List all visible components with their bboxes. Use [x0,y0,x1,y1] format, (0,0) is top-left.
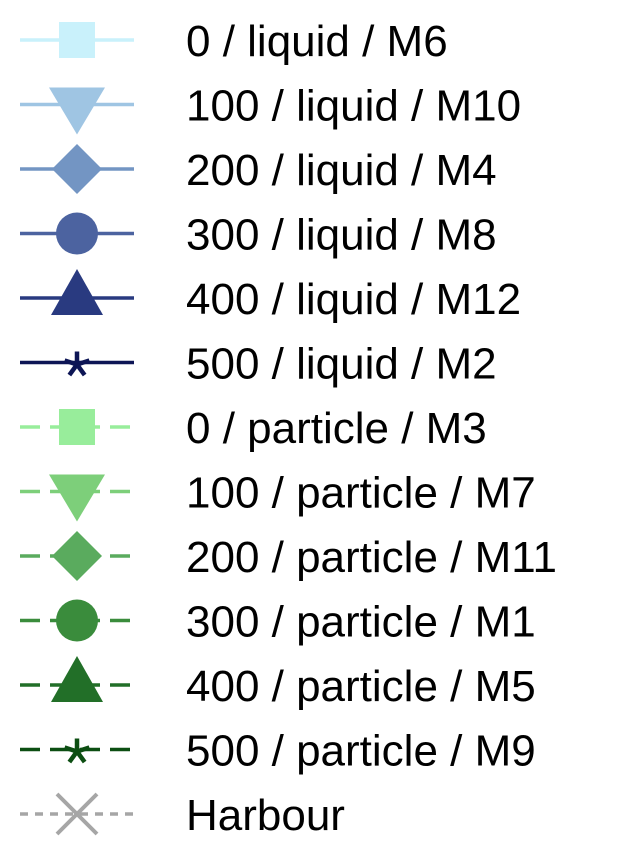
legend-label: 500 / particle / M9 [186,727,536,776]
legend-label: Harbour [186,791,345,840]
legend-label: 200 / particle / M11 [186,533,557,582]
legend-label: 500 / liquid / M2 [186,340,497,389]
legend-entry: 100 / liquid / M10 [20,82,521,135]
legend-marker-triangle-down [49,474,105,522]
legend-entry: 300 / particle / M1 [20,598,536,647]
legend-marker-circle [56,212,98,255]
legend-entry: 100 / particle / M7 [20,469,536,522]
legend-entry: 400 / liquid / M12 [20,269,521,324]
legend-label: 400 / liquid / M12 [186,275,521,324]
legend-marker-square [59,22,95,58]
legend-label: 0 / liquid / M6 [186,17,448,66]
legend-label: 200 / liquid / M4 [186,146,497,195]
legend-label: 100 / liquid / M10 [186,82,521,131]
legend-entry: Harbour [20,791,345,840]
legend-label: 300 / liquid / M8 [186,211,497,260]
legend-marker-square [59,409,95,445]
legend-marker-diamond [52,531,102,581]
legend-marker-x [55,792,99,836]
legend-marker-triangle-up [51,656,103,702]
legend-entry: 200 / liquid / M4 [20,144,497,195]
legend-entry: 500 / particle / M9 [20,727,536,776]
legend-entry: 0 / particle / M3 [20,404,487,453]
legend-entry: 300 / liquid / M8 [20,211,497,260]
legend-entry: 200 / particle / M11 [20,531,557,582]
legend-entry: 0 / liquid / M6 [20,17,448,66]
legend-label: 300 / particle / M1 [186,598,536,647]
legend-entry: 400 / particle / M5 [20,656,536,711]
legend-marker-asterisk [63,351,91,377]
legend-marker-triangle-up [51,269,103,315]
legend-marker-diamond [52,144,102,194]
legend-entry: 500 / liquid / M2 [20,340,497,389]
legend-label: 0 / particle / M3 [186,404,487,453]
legend-marker-circle [56,599,98,642]
legend-label: 100 / particle / M7 [186,469,536,518]
legend-label: 400 / particle / M5 [186,662,536,711]
legend-marker-asterisk [63,738,91,764]
legend-marker-triangle-down [49,87,105,135]
